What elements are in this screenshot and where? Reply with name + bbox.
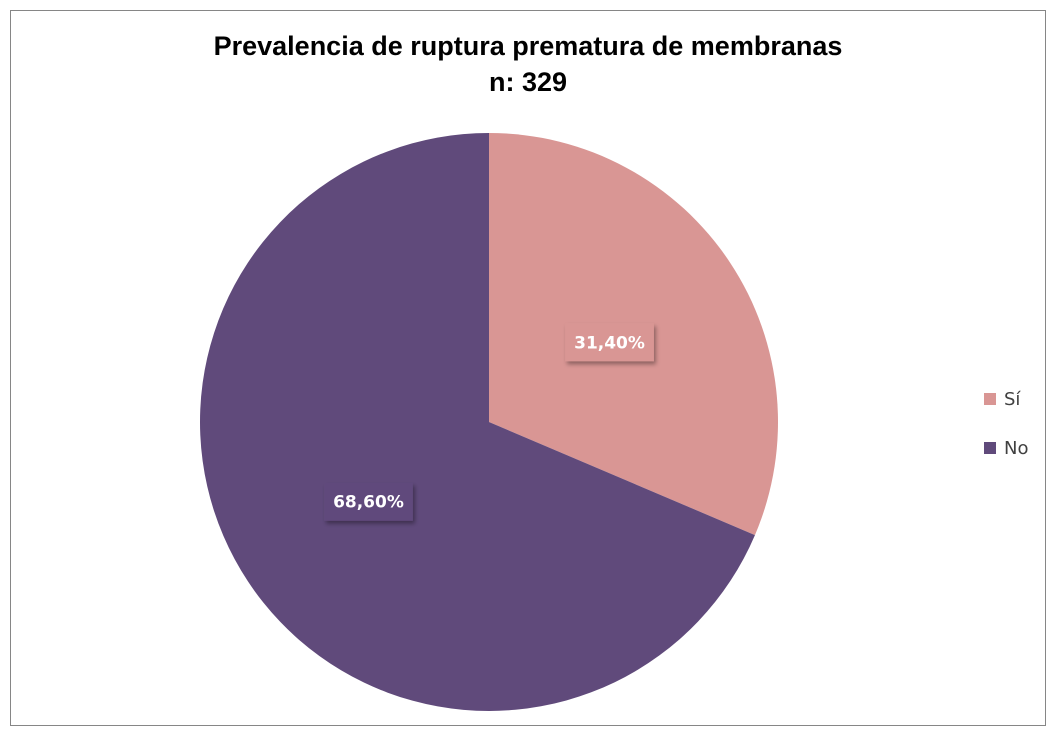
data-label: 31,40%: [574, 333, 645, 353]
data-label-box: [565, 323, 654, 362]
legend-swatch: [984, 393, 996, 405]
legend-swatch: [984, 442, 996, 454]
data-label-group: 31,40%: [565, 323, 654, 362]
pie-slice: [200, 133, 755, 712]
legend-label: Sí: [1004, 389, 1021, 410]
chart-subtitle: n: 329: [489, 67, 567, 97]
data-label-group: 68,60%: [324, 482, 413, 521]
legend-label: No: [1004, 438, 1028, 459]
chart-title: Prevalencia de ruptura prematura de memb…: [214, 31, 843, 61]
data-label-box: [324, 482, 413, 521]
data-label: 68,60%: [333, 493, 404, 513]
